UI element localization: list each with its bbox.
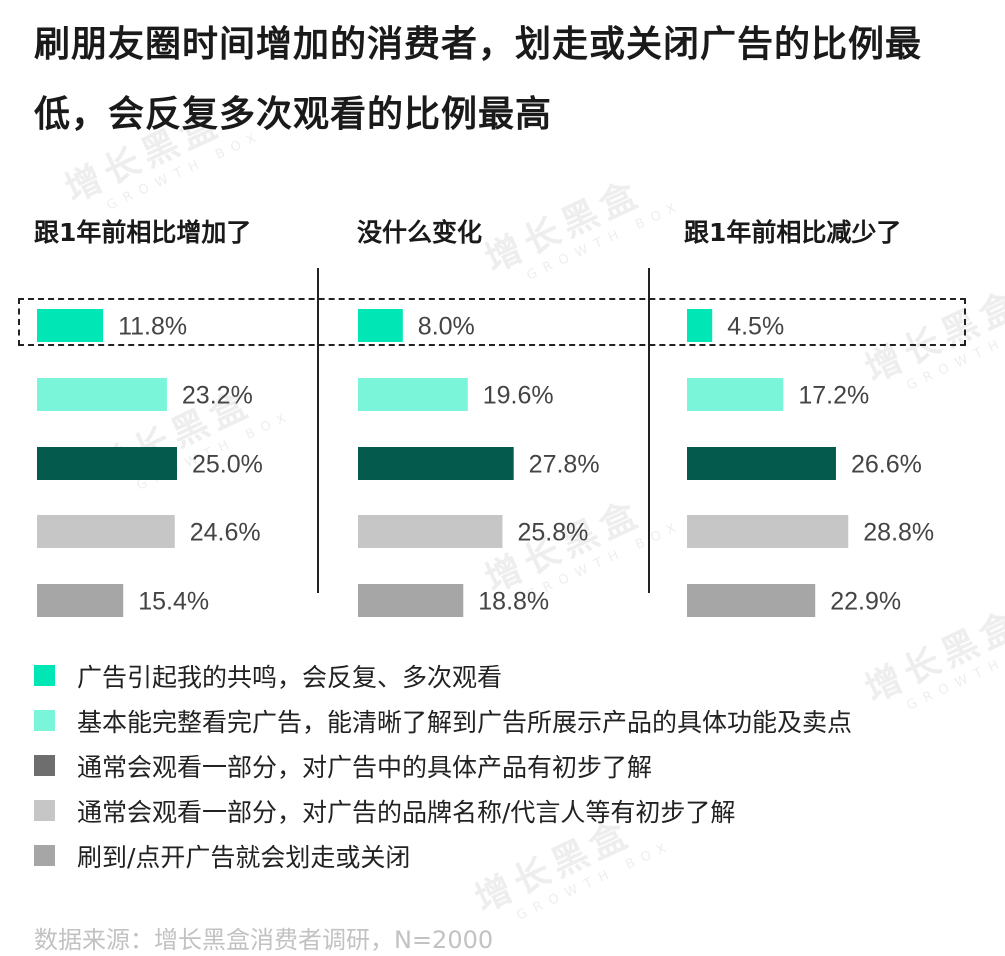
highlight-box [18,298,966,346]
data-label: 23.2% [182,382,253,410]
data-label: 19.6% [483,382,554,410]
bar-partial-product [687,447,836,480]
legend-label: 刷到/点开广告就会划走或关闭 [77,842,411,872]
bar-swipe-away [37,584,124,617]
legend-swatch [34,845,55,866]
chart-title: 刷朋友圈时间增加的消费者，划走或关闭广告的比例最低，会反复多次观看的比例最高 [34,24,923,135]
data-label: 27.8% [529,451,600,479]
panel-divider [648,268,650,593]
data-label: 8.0% [418,313,475,341]
bar-partial-brand [687,515,849,548]
bar-swipe-away [358,584,464,617]
legend-label: 通常会观看一部分，对广告中的具体产品有初步了解 [77,752,653,782]
bar-chart: 11.8% 23.2% 25.0% 24.6% 15.4% 8.0% 19.6% 27.8% 2… [37,309,934,617]
legend-swatch [34,755,55,776]
data-label: 22.9% [830,588,901,616]
bar-resonate [358,309,403,342]
bar-watch-complete [37,378,167,411]
bar-partial-product [37,447,177,480]
legend-item: 通常会观看一部分，对广告中的具体产品有初步了解 [34,743,852,788]
data-label: 17.2% [798,382,869,410]
bar-swipe-away [687,584,816,617]
panel-header-increased: 跟1年前相比增加了 [34,218,252,247]
data-label: 15.4% [138,588,209,616]
bar-resonate [37,309,104,342]
legend-swatch [34,665,55,686]
legend-swatch [34,710,55,731]
data-label: 25.8% [517,519,588,547]
legend-swatch [34,800,55,821]
legend-label: 通常会观看一部分，对广告的品牌名称/代言人等有初步了解 [77,797,736,827]
legend-item: 基本能完整看完广告，能清晰了解到广告所展示产品的具体功能及卖点 [34,698,852,743]
legend-item: 刷到/点开广告就会划走或关闭 [34,833,852,878]
data-label: 11.8% [118,313,187,341]
bar-partial-brand [358,515,503,548]
bar-resonate [687,309,713,342]
legend-item: 通常会观看一部分，对广告的品牌名称/代言人等有初步了解 [34,788,852,833]
data-label: 24.6% [190,519,261,547]
data-label: 4.5% [727,313,784,341]
bar-partial-brand [37,515,175,548]
source-note: 数据来源：增长黑盒消费者调研，N=2000 [34,926,494,954]
data-label: 26.6% [851,451,922,479]
data-label: 18.8% [478,588,549,616]
legend-label: 广告引起我的共鸣，会反复、多次观看 [77,662,503,692]
legend-label: 基本能完整看完广告，能清晰了解到广告所展示产品的具体功能及卖点 [77,707,853,737]
data-label: 28.8% [863,519,934,547]
bar-watch-complete [687,378,784,411]
legend: 广告引起我的共鸣，会反复、多次观看 基本能完整看完广告，能清晰了解到广告所展示产… [34,653,852,878]
bar-watch-complete [358,378,468,411]
panel-divider [317,268,319,593]
panel-header-unchanged: 没什么变化 [357,218,483,247]
data-label: 25.0% [192,451,263,479]
panel-header-decreased: 跟1年前相比减少了 [684,218,902,247]
legend-item: 广告引起我的共鸣，会反复、多次观看 [34,653,852,698]
bar-partial-product [358,447,514,480]
